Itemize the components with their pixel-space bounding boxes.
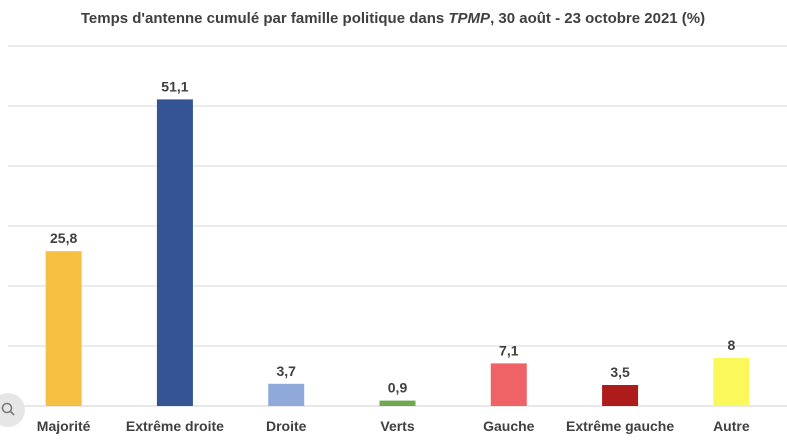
data-label: 25,8 [50, 230, 77, 246]
chart-title-rest: , 30 août - 23 octobre 2021 (%) [490, 10, 705, 27]
data-label: 7,1 [499, 342, 519, 358]
data-label: 51,1 [161, 78, 188, 94]
data-label: 0,9 [388, 380, 408, 396]
data-label: 3,5 [610, 364, 630, 380]
visual-search-icon-handle[interactable] [9, 410, 15, 416]
bar [156, 99, 193, 407]
bar [713, 358, 750, 406]
gridlines [8, 45, 787, 407]
chart-title: Temps d'antenne cumulé par famille polit… [81, 10, 705, 27]
visual-search-icon-lens[interactable] [1, 402, 13, 414]
data-label: 8 [727, 337, 735, 353]
bars [45, 99, 750, 407]
chart-title-main: Temps d'antenne cumulé par famille polit… [81, 10, 449, 27]
x-tick-label: Autre [713, 418, 750, 434]
x-tick-label: Majorité [37, 418, 91, 434]
bar [268, 383, 305, 406]
x-tick-label: Verts [380, 418, 414, 434]
x-tick-label: Extrême droite [126, 418, 224, 434]
bar [379, 400, 416, 406]
bar [45, 251, 82, 406]
visual-search-icon[interactable] [0, 393, 25, 427]
x-tick-label: Gauche [483, 418, 535, 434]
x-tick-label: Extrême gauche [566, 418, 674, 434]
x-tick-label: Droite [266, 418, 307, 434]
bar [490, 363, 527, 406]
x-axis-tick-labels: Majorité Extrême droite Droite Verts Gauche E… [37, 418, 750, 434]
data-labels: 25,8 51,1 3,7 0,9 7,1 3,5 8 [50, 78, 735, 395]
bar [602, 385, 639, 406]
data-label: 3,7 [276, 363, 296, 379]
chart-title-italic: TPMP [448, 10, 491, 27]
visual-search-icon-bg[interactable] [0, 393, 25, 427]
